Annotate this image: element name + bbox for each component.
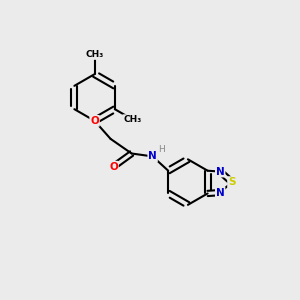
Text: N: N	[148, 152, 157, 161]
Text: O: O	[90, 116, 99, 126]
Text: H: H	[159, 145, 165, 154]
Text: N: N	[216, 167, 225, 177]
Text: S: S	[228, 177, 236, 187]
Text: N: N	[216, 188, 225, 198]
Text: O: O	[109, 162, 118, 172]
Text: CH₃: CH₃	[123, 115, 141, 124]
Text: CH₃: CH₃	[85, 50, 104, 59]
